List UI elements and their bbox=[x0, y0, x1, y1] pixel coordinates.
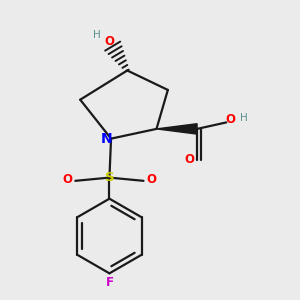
Text: O: O bbox=[147, 173, 157, 186]
Polygon shape bbox=[157, 124, 197, 134]
Text: O: O bbox=[104, 35, 114, 48]
Text: O: O bbox=[62, 173, 72, 186]
Text: F: F bbox=[105, 276, 113, 289]
Text: H: H bbox=[93, 30, 100, 40]
Text: S: S bbox=[105, 171, 114, 184]
Text: N: N bbox=[100, 132, 112, 145]
Text: O: O bbox=[225, 113, 235, 126]
Text: O: O bbox=[184, 153, 194, 166]
Text: H: H bbox=[240, 112, 248, 122]
